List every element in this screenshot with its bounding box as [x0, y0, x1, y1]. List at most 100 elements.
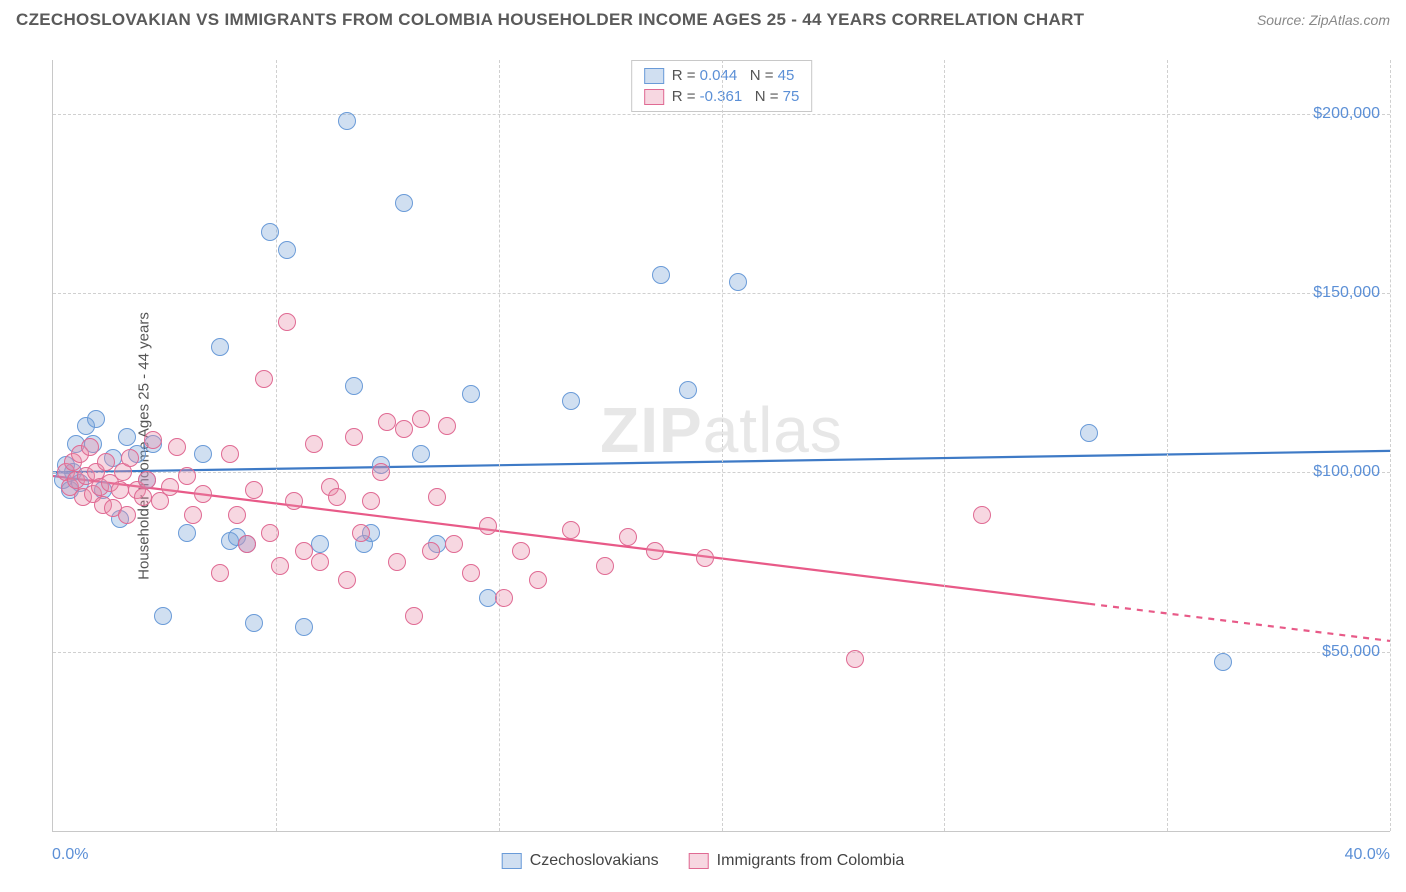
scatter-point: [134, 488, 152, 506]
scatter-point: [512, 542, 530, 560]
scatter-point: [261, 524, 279, 542]
scatter-point: [362, 492, 380, 510]
scatter-point: [311, 535, 329, 553]
x-axis-max-label: 40.0%: [1345, 846, 1390, 864]
scatter-point: [846, 650, 864, 668]
scatter-point: [646, 542, 664, 560]
scatter-point: [184, 506, 202, 524]
y-tick-label: $150,000: [1313, 284, 1380, 302]
scatter-point: [1080, 424, 1098, 442]
scatter-point: [138, 471, 156, 489]
scatter-point: [445, 535, 463, 553]
scatter-point: [679, 381, 697, 399]
scatter-point: [178, 524, 196, 542]
gridline-vertical: [944, 60, 945, 831]
scatter-point: [305, 435, 323, 453]
scatter-point: [118, 428, 136, 446]
scatter-point: [144, 431, 162, 449]
gridline-vertical: [1390, 60, 1391, 831]
scatter-point: [388, 553, 406, 571]
scatter-point: [221, 445, 239, 463]
scatter-point: [479, 589, 497, 607]
scatter-point: [479, 517, 497, 535]
series-legend: Czechoslovakians Immigrants from Colombia: [502, 852, 905, 870]
scatter-point: [238, 535, 256, 553]
scatter-point: [438, 417, 456, 435]
gridline-vertical: [276, 60, 277, 831]
scatter-point: [405, 607, 423, 625]
scatter-point: [211, 338, 229, 356]
scatter-point: [729, 273, 747, 291]
scatter-point: [295, 618, 313, 636]
stats-text: R = 0.044 N = 45: [672, 67, 795, 84]
chart-plot-area: ZIPatlas R = 0.044 N = 45R = -0.361 N = …: [52, 60, 1390, 832]
scatter-point: [228, 506, 246, 524]
scatter-point: [345, 428, 363, 446]
scatter-point: [328, 488, 346, 506]
gridline-vertical: [499, 60, 500, 831]
x-axis-min-label: 0.0%: [52, 846, 88, 864]
scatter-point: [87, 410, 105, 428]
scatter-point: [562, 392, 580, 410]
gridline-vertical: [1167, 60, 1168, 831]
scatter-point: [338, 112, 356, 130]
scatter-point: [111, 481, 129, 499]
scatter-point: [562, 521, 580, 539]
chart-header: CZECHOSLOVAKIAN VS IMMIGRANTS FROM COLOM…: [0, 0, 1406, 38]
scatter-point: [154, 607, 172, 625]
chart-title: CZECHOSLOVAKIAN VS IMMIGRANTS FROM COLOM…: [16, 10, 1084, 30]
scatter-point: [278, 313, 296, 331]
stats-text: R = -0.361 N = 75: [672, 88, 800, 105]
scatter-point: [395, 420, 413, 438]
scatter-point: [652, 266, 670, 284]
scatter-point: [428, 488, 446, 506]
scatter-point: [118, 506, 136, 524]
scatter-point: [345, 377, 363, 395]
scatter-point: [255, 370, 273, 388]
scatter-point: [271, 557, 289, 575]
scatter-point: [495, 589, 513, 607]
scatter-point: [278, 241, 296, 259]
scatter-point: [462, 385, 480, 403]
scatter-point: [261, 223, 279, 241]
scatter-point: [338, 571, 356, 589]
scatter-point: [596, 557, 614, 575]
y-tick-label: $200,000: [1313, 105, 1380, 123]
scatter-point: [973, 506, 991, 524]
legend-swatch: [502, 853, 522, 869]
scatter-point: [529, 571, 547, 589]
scatter-point: [619, 528, 637, 546]
scatter-point: [285, 492, 303, 510]
scatter-point: [378, 413, 396, 431]
scatter-point: [395, 194, 413, 212]
scatter-point: [161, 478, 179, 496]
series-legend-item: Immigrants from Colombia: [689, 852, 905, 870]
scatter-point: [352, 524, 370, 542]
scatter-point: [178, 467, 196, 485]
scatter-point: [1214, 653, 1232, 671]
scatter-point: [311, 553, 329, 571]
scatter-point: [245, 481, 263, 499]
scatter-point: [168, 438, 186, 456]
scatter-point: [97, 453, 115, 471]
scatter-point: [462, 564, 480, 582]
scatter-point: [372, 463, 390, 481]
scatter-point: [295, 542, 313, 560]
scatter-point: [245, 614, 263, 632]
legend-swatch: [644, 89, 664, 105]
series-legend-label: Czechoslovakians: [530, 852, 659, 870]
scatter-point: [412, 445, 430, 463]
scatter-point: [412, 410, 430, 428]
series-legend-label: Immigrants from Colombia: [717, 852, 905, 870]
legend-swatch: [689, 853, 709, 869]
scatter-point: [194, 485, 212, 503]
y-tick-label: $100,000: [1313, 463, 1380, 481]
series-legend-item: Czechoslovakians: [502, 852, 659, 870]
legend-swatch: [644, 68, 664, 84]
scatter-point: [81, 438, 99, 456]
scatter-point: [194, 445, 212, 463]
scatter-point: [422, 542, 440, 560]
y-tick-label: $50,000: [1322, 643, 1380, 661]
scatter-point: [211, 564, 229, 582]
scatter-point: [696, 549, 714, 567]
